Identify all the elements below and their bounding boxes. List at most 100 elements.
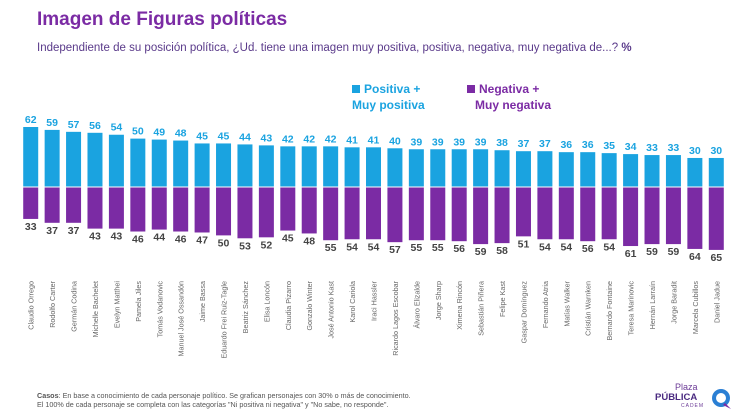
data-label-positive: 43 [261, 132, 273, 144]
bar-negative [87, 187, 103, 229]
data-label-negative: 47 [196, 234, 208, 246]
data-label-negative: 54 [368, 241, 380, 253]
bar-positive [66, 131, 82, 187]
bar-positive [687, 157, 703, 187]
bar-negative [451, 187, 467, 242]
bar-negative [237, 187, 253, 239]
bar-positive [130, 138, 146, 187]
data-label-negative: 54 [560, 241, 572, 253]
category-label: Matías Walker [562, 280, 571, 326]
data-label-negative: 56 [453, 243, 465, 255]
bar-positive [366, 147, 381, 187]
data-label-positive: 49 [153, 127, 165, 139]
data-label-negative: 33 [25, 221, 37, 233]
category-label: Cristián Warnken [584, 281, 593, 336]
data-label-negative: 58 [496, 245, 508, 257]
data-label-positive: 33 [668, 142, 680, 154]
logo-bubble-icon [712, 389, 731, 409]
data-label-negative: 53 [239, 240, 251, 252]
footnote-label: Casos [37, 391, 59, 400]
data-label-negative: 48 [303, 235, 315, 247]
data-label-negative: 61 [625, 248, 637, 260]
data-label-negative: 64 [689, 251, 701, 263]
data-label-negative: 59 [668, 246, 680, 258]
bar-negative [323, 187, 339, 241]
data-label-negative: 55 [325, 242, 337, 254]
bar-positive [408, 149, 424, 187]
footnote-line1: : En base a conocimiento de cada persona… [58, 391, 411, 400]
legend-negative-label-2: Muy negativa [475, 98, 552, 112]
bar-positive [280, 146, 296, 187]
bar-negative [301, 187, 317, 234]
category-label: Beatriz Sánchez [241, 281, 250, 334]
bar-negative [216, 187, 232, 236]
category-label: Germán Codina [70, 281, 79, 332]
category-label: Álvaro Elizalde [412, 281, 421, 329]
bar-positive [173, 140, 189, 187]
bar-positive [323, 146, 339, 187]
legend-negative: Negativa + Muy negativa [467, 81, 551, 113]
data-label-positive: 39 [432, 136, 444, 148]
bar-negative [173, 187, 189, 232]
data-label-positive: 40 [389, 135, 401, 147]
category-label: Jaime Bassa [198, 281, 207, 322]
bar-positive [644, 155, 660, 187]
bar-negative [108, 187, 124, 229]
bar-positive [558, 152, 574, 187]
data-label-positive: 48 [175, 128, 187, 140]
data-label-positive: 38 [496, 137, 508, 149]
category-label: Bernardo Fontaine [605, 281, 614, 341]
category-label: Ximena Rincón [455, 281, 464, 330]
data-label-positive: 45 [196, 130, 208, 142]
bar-negative [515, 187, 531, 237]
legend-positive-label-1: Positiva + [364, 82, 421, 96]
data-label-positive: 35 [603, 140, 615, 152]
bar-negative [623, 187, 639, 247]
data-label-negative: 65 [710, 252, 722, 264]
data-label-positive: 37 [518, 138, 530, 150]
bar-negative [130, 187, 146, 232]
bar-negative [708, 187, 724, 250]
bar-negative [494, 187, 510, 244]
bar-negative [665, 187, 681, 245]
bar-negative [280, 187, 296, 231]
data-label-negative: 59 [646, 246, 658, 258]
logo-line3: CADEM [681, 403, 705, 409]
data-label-negative: 37 [68, 225, 80, 237]
category-label: Hernán Larraín [648, 281, 657, 329]
data-label-positive: 39 [475, 136, 487, 148]
bar-positive [344, 147, 360, 187]
bar-negative [558, 187, 574, 240]
category-label: Rodolfo Carter [48, 280, 57, 327]
category-label: Ricardo Lagos Escobar [391, 280, 400, 355]
bar-negative [473, 187, 489, 245]
data-label-positive: 59 [46, 117, 58, 129]
category-label: Felipe Kast [498, 281, 507, 317]
chart-subtitle: Independiente de su posición política, ¿… [37, 42, 632, 54]
data-label-negative: 46 [132, 234, 144, 246]
data-label-positive: 41 [368, 134, 380, 146]
category-label: Daniel Jadue [712, 281, 721, 323]
data-label-negative: 59 [475, 246, 487, 258]
plaza-publica-logo: Plaza PÚBLICA CADEM [655, 382, 740, 412]
legend-positive-swatch [352, 85, 360, 93]
category-label: Gonzalo Winter [305, 280, 314, 330]
category-label: Pamela Jiles [134, 281, 143, 322]
bar-negative [66, 187, 82, 223]
category-label: Eduardo Frei Ruiz-Tagle [220, 281, 229, 359]
chart-title: Imagen de Figuras políticas [37, 9, 288, 30]
category-label: Tomás Vodanovic [155, 281, 164, 338]
bar-negative [601, 187, 617, 240]
logo-line2: PÚBLICA [655, 392, 698, 403]
data-label-positive: 30 [689, 145, 701, 157]
category-label: José Antonio Kast [327, 281, 336, 339]
bar-positive [258, 145, 274, 187]
bar-negative [151, 187, 167, 230]
data-label-positive: 42 [303, 133, 315, 145]
data-label-positive: 37 [539, 138, 551, 150]
data-label-negative: 50 [218, 237, 230, 249]
category-label: Fernando Atria [541, 281, 550, 328]
bar-negative [408, 187, 424, 241]
legend-negative-label-1: Negativa + [479, 82, 540, 96]
bar-positive [708, 157, 724, 187]
